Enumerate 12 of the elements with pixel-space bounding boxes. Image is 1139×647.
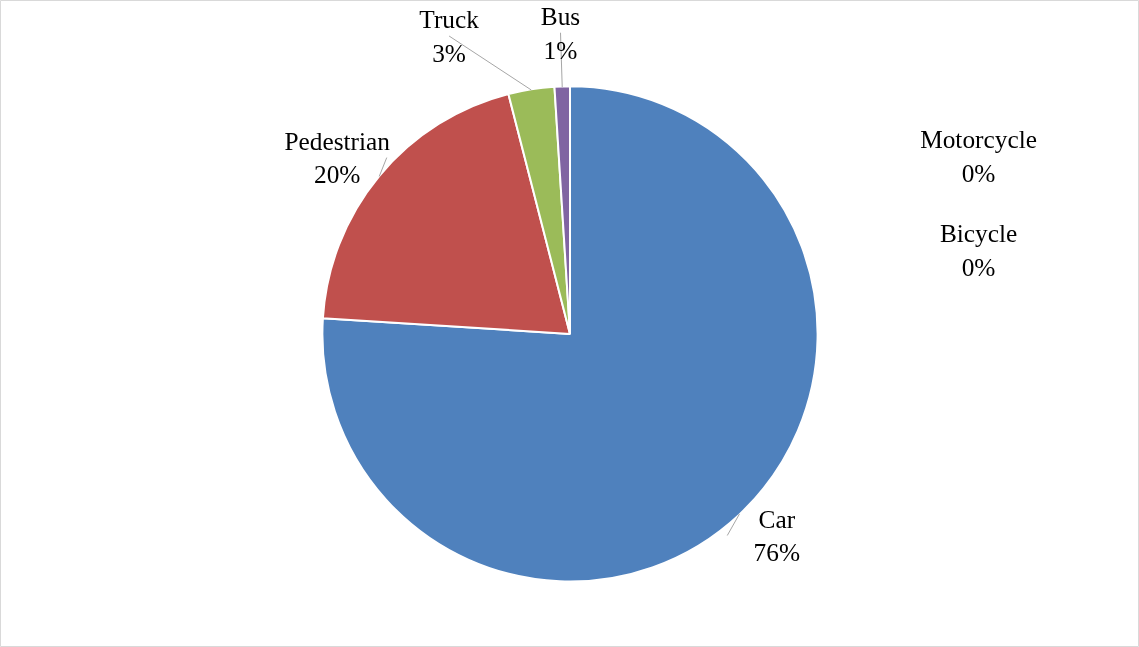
data-label: 3% <box>432 38 466 67</box>
slice-label: Car <box>758 504 796 533</box>
slice-label: Pedestrian <box>284 126 391 155</box>
category-label: Bicycle <box>939 219 1018 248</box>
text: 0% <box>961 252 996 281</box>
data-label: 20% <box>314 160 361 189</box>
data-label: 1% <box>543 35 578 64</box>
text: 0% <box>961 158 996 187</box>
slice-label: Bus <box>540 1 581 30</box>
data-label: 76% <box>753 538 801 567</box>
slice-label: Truck <box>419 5 480 34</box>
category-label: Motorcycle <box>920 125 1037 154</box>
